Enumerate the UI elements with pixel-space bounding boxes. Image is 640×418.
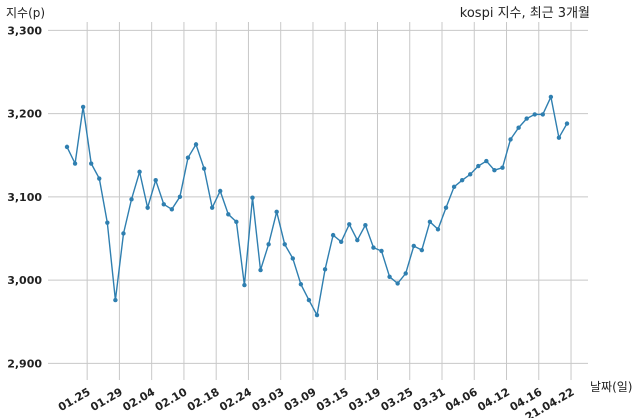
x-tick-label: 03.03	[250, 385, 287, 414]
y-tick-labels: 2,900 3,000 3,100 3,200 3,300	[7, 24, 42, 370]
data-point	[234, 219, 239, 225]
data-point	[282, 242, 287, 247]
data-point	[161, 202, 166, 207]
data-point	[411, 243, 416, 249]
data-point	[298, 282, 304, 287]
y-tick-label: 3,200	[7, 108, 42, 121]
data-point	[218, 188, 223, 194]
data-point	[459, 177, 465, 183]
data-point	[145, 205, 150, 210]
data-point	[387, 274, 392, 279]
x-tick-label: 02.04	[121, 385, 158, 414]
y-tick-label: 3,100	[7, 191, 42, 204]
x-tick-label: 02.10	[153, 385, 190, 414]
data-point	[524, 116, 529, 121]
data-point	[371, 245, 376, 250]
data-point	[564, 121, 570, 126]
data-point	[72, 161, 78, 166]
data-point	[508, 137, 513, 142]
data-point	[435, 227, 441, 232]
x-tick-label: 02.24	[217, 385, 254, 414]
data-point	[97, 176, 102, 181]
x-tick-label: 03.25	[379, 385, 416, 414]
data-point	[500, 165, 505, 170]
data-point	[137, 169, 142, 175]
data-point	[193, 142, 199, 147]
data-point	[322, 267, 328, 272]
data-point	[347, 222, 352, 227]
data-point	[201, 166, 207, 171]
x-tick-label: 03.19	[346, 385, 383, 414]
data-point	[169, 207, 175, 212]
data-point	[306, 297, 312, 303]
data-point	[242, 282, 247, 288]
series-line	[66, 94, 568, 318]
y-tick-label: 3,300	[7, 24, 42, 37]
data-point	[80, 104, 86, 110]
x-tick-label: 03.15	[314, 385, 351, 414]
data-point	[403, 271, 408, 276]
data-point	[209, 205, 215, 210]
x-tick-label: 03.31	[411, 385, 448, 414]
data-point	[492, 167, 497, 173]
data-point	[556, 135, 562, 140]
data-point	[314, 312, 320, 318]
data-point	[363, 222, 368, 228]
x-tick-label: 01.25	[56, 385, 93, 414]
data-point	[121, 231, 126, 236]
y-tick-label: 3,000	[7, 274, 42, 287]
data-point	[330, 232, 336, 238]
data-point	[177, 194, 183, 200]
data-point	[88, 161, 94, 166]
data-point	[516, 125, 521, 130]
chart-title: kospi 지수, 최근 3개월	[460, 6, 590, 21]
data-point	[443, 205, 449, 210]
x-tick-label: 02.18	[185, 385, 222, 414]
data-points	[64, 94, 570, 318]
y-tick-label: 2,900	[7, 357, 42, 370]
grid-layer	[48, 22, 588, 380]
data-point	[476, 163, 481, 169]
data-point	[113, 297, 118, 303]
y-axis-label: 지수(p)	[6, 6, 45, 20]
x-tick-label: 03.09	[282, 385, 319, 414]
data-point	[338, 239, 344, 244]
data-point	[451, 184, 457, 190]
data-point	[153, 177, 158, 183]
data-point	[105, 220, 110, 225]
data-point	[250, 195, 255, 200]
data-point	[274, 209, 279, 215]
x-tick-label: 01.29	[88, 385, 125, 414]
data-point	[419, 247, 425, 253]
data-point	[540, 112, 546, 117]
x-tick-labels: 01.2501.2902.0402.1002.1802.2403.0303.09…	[56, 385, 577, 418]
data-point	[379, 248, 384, 254]
x-axis-label: 날짜(일)	[590, 380, 632, 394]
data-point	[484, 158, 489, 164]
data-point	[185, 155, 191, 160]
data-point	[395, 281, 400, 286]
data-point	[427, 219, 433, 225]
data-point	[258, 267, 263, 273]
data-point	[129, 197, 134, 202]
x-tick-label: 04.06	[443, 385, 480, 414]
data-point	[266, 242, 271, 247]
data-point	[64, 144, 70, 150]
data-point	[355, 237, 360, 243]
x-tick-label: 04.12	[475, 385, 512, 414]
data-point	[226, 212, 231, 217]
data-point	[532, 112, 537, 117]
data-point	[468, 172, 473, 177]
data-point	[290, 256, 296, 261]
data-point	[548, 94, 554, 100]
